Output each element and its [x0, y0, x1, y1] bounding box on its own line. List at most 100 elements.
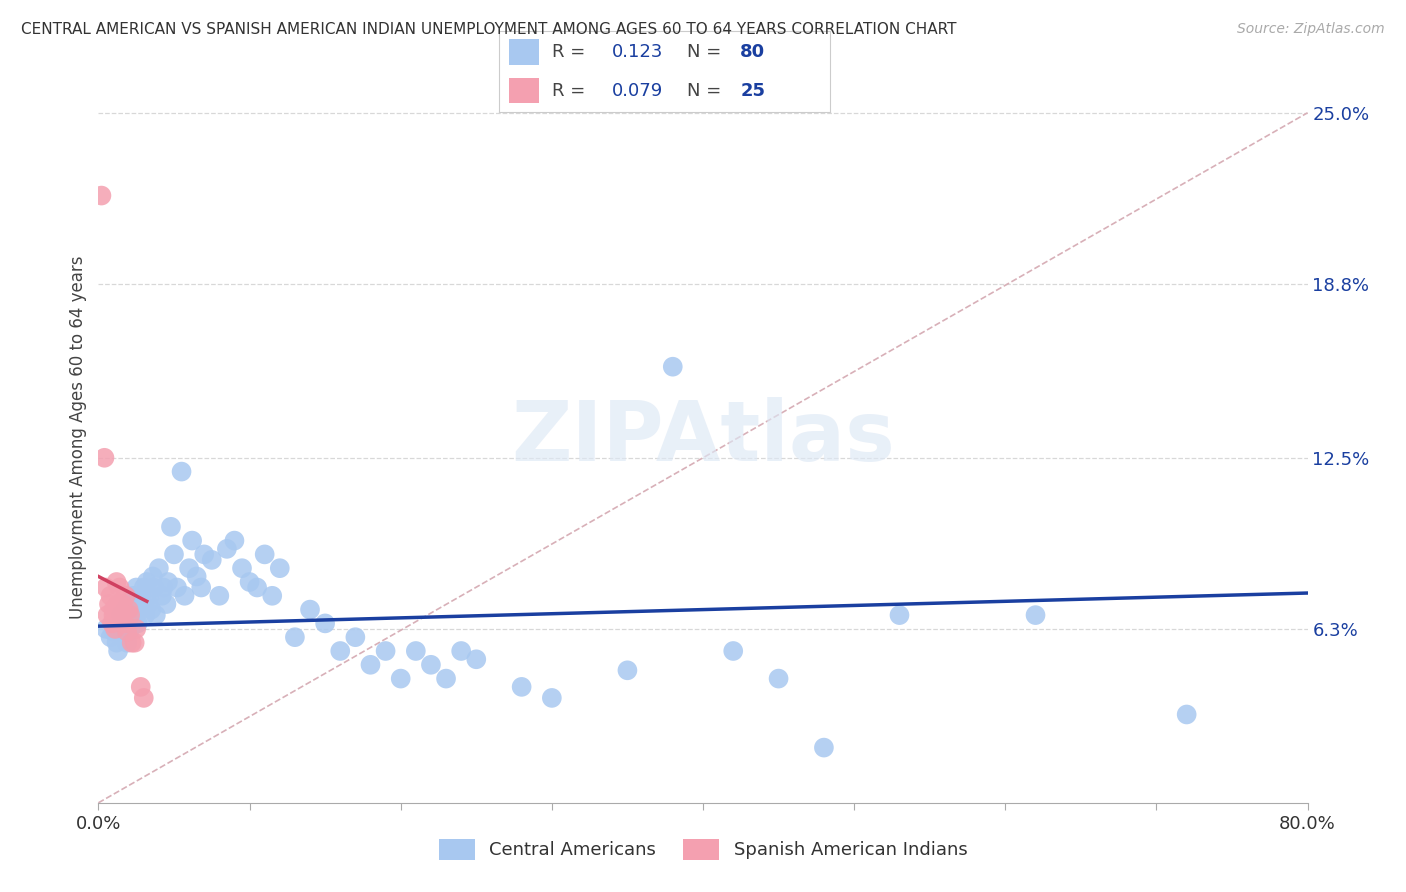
- Point: [360, 657, 382, 672]
- Point: [450, 644, 472, 658]
- Point: [434, 672, 457, 686]
- Point: [179, 561, 201, 575]
- Point: [193, 548, 215, 562]
- Point: [135, 574, 157, 589]
- Point: [114, 602, 136, 616]
- Point: [889, 608, 911, 623]
- Point: [344, 630, 367, 644]
- Point: [90, 188, 112, 202]
- Point: [121, 616, 143, 631]
- Text: 0.123: 0.123: [612, 43, 662, 61]
- Point: [768, 672, 790, 686]
- Point: [1175, 707, 1198, 722]
- Text: 25: 25: [741, 82, 765, 100]
- Point: [103, 624, 125, 639]
- Point: [103, 602, 125, 616]
- Point: [104, 622, 127, 636]
- Point: [94, 581, 117, 595]
- Point: [186, 569, 208, 583]
- Point: [155, 597, 177, 611]
- Point: [121, 602, 143, 616]
- Text: R =: R =: [553, 82, 591, 100]
- Point: [121, 636, 143, 650]
- Text: N =: N =: [688, 43, 727, 61]
- Bar: [509, 39, 538, 65]
- Point: [465, 652, 488, 666]
- Point: [173, 589, 195, 603]
- Text: 0.079: 0.079: [612, 82, 662, 100]
- Point: [616, 663, 638, 677]
- Point: [145, 608, 167, 623]
- Text: Source: ZipAtlas.com: Source: ZipAtlas.com: [1237, 22, 1385, 37]
- Bar: [509, 78, 538, 103]
- Point: [299, 602, 322, 616]
- Point: [136, 597, 159, 611]
- Point: [101, 616, 124, 631]
- Point: [253, 548, 276, 562]
- Point: [329, 644, 352, 658]
- Point: [129, 589, 152, 603]
- Point: [125, 581, 148, 595]
- Point: [100, 589, 122, 603]
- Point: [723, 644, 745, 658]
- Point: [128, 602, 150, 616]
- Text: N =: N =: [688, 82, 727, 100]
- Point: [105, 574, 128, 589]
- Point: [132, 581, 155, 595]
- Point: [156, 574, 179, 589]
- Point: [118, 597, 141, 611]
- Point: [152, 581, 174, 595]
- Point: [139, 589, 162, 603]
- Point: [141, 602, 163, 616]
- Point: [105, 636, 128, 650]
- Point: [150, 589, 173, 603]
- Point: [122, 589, 145, 603]
- Point: [110, 608, 132, 623]
- Y-axis label: Unemployment Among Ages 60 to 64 years: Unemployment Among Ages 60 to 64 years: [69, 255, 87, 619]
- Point: [246, 581, 269, 595]
- Point: [125, 622, 148, 636]
- Point: [107, 644, 129, 658]
- Point: [239, 574, 262, 589]
- Point: [120, 622, 142, 636]
- Point: [389, 672, 412, 686]
- Point: [813, 740, 835, 755]
- Point: [111, 597, 134, 611]
- Point: [134, 608, 156, 623]
- Point: [124, 636, 146, 650]
- Point: [262, 589, 284, 603]
- Point: [94, 622, 117, 636]
- Point: [112, 616, 135, 631]
- Point: [160, 520, 183, 534]
- Point: [114, 589, 136, 603]
- Text: R =: R =: [553, 43, 591, 61]
- Point: [284, 630, 307, 644]
- Point: [127, 616, 149, 631]
- Point: [166, 581, 188, 595]
- Point: [420, 657, 443, 672]
- Point: [120, 608, 142, 623]
- Point: [170, 465, 193, 479]
- Point: [1024, 608, 1046, 623]
- Point: [96, 608, 118, 623]
- Point: [112, 624, 135, 639]
- Point: [103, 608, 125, 623]
- Point: [110, 608, 132, 623]
- Point: [181, 533, 204, 548]
- Point: [163, 548, 186, 562]
- Text: ZIPAtlas: ZIPAtlas: [510, 397, 896, 477]
- Text: CENTRAL AMERICAN VS SPANISH AMERICAN INDIAN UNEMPLOYMENT AMONG AGES 60 TO 64 YEA: CENTRAL AMERICAN VS SPANISH AMERICAN IND…: [21, 22, 956, 37]
- Point: [215, 541, 238, 556]
- Point: [540, 690, 562, 705]
- Point: [129, 680, 152, 694]
- Point: [148, 561, 170, 575]
- Point: [115, 624, 138, 639]
- Point: [314, 616, 336, 631]
- Point: [143, 581, 166, 595]
- Point: [124, 597, 146, 611]
- Point: [224, 533, 246, 548]
- Point: [510, 680, 533, 694]
- Point: [132, 690, 155, 705]
- Legend: Central Americans, Spanish American Indians: Central Americans, Spanish American Indi…: [432, 831, 974, 867]
- Point: [405, 644, 427, 658]
